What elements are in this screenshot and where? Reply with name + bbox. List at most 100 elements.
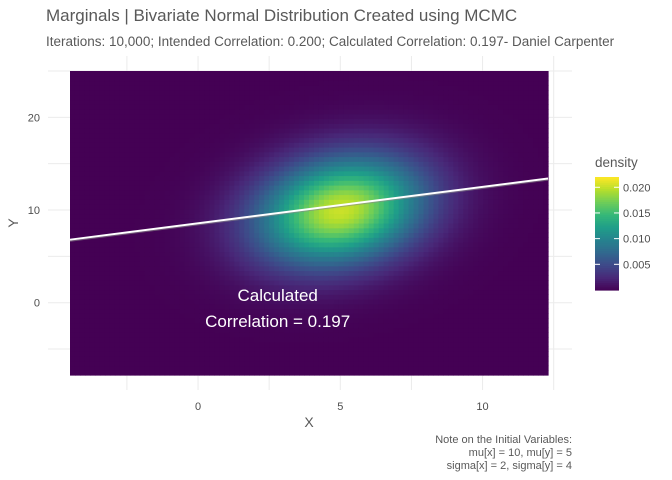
density-tile — [343, 275, 350, 281]
density-tile — [154, 365, 161, 371]
density-tile — [333, 370, 340, 376]
density-tile — [234, 71, 240, 77]
density-tile — [104, 99, 111, 105]
density-tile — [244, 94, 250, 101]
density-tile — [358, 318, 365, 324]
density-tile — [289, 180, 295, 186]
density-tile — [74, 256, 81, 262]
density-tile — [423, 275, 430, 281]
density-tile — [338, 346, 345, 352]
density-tile — [304, 104, 310, 110]
density-tile — [299, 232, 305, 238]
density-tile — [129, 199, 136, 205]
density-tile — [358, 289, 365, 295]
density-tile — [413, 270, 420, 276]
density-tile — [214, 180, 220, 186]
density-tile — [199, 99, 206, 105]
density-tile — [289, 237, 295, 243]
density-tile — [333, 341, 340, 348]
density-tile — [94, 275, 101, 281]
density-tile — [239, 189, 245, 196]
density-tile — [388, 189, 395, 196]
density-tile — [164, 284, 171, 291]
density-tile — [89, 313, 96, 319]
density-tile — [214, 166, 220, 172]
density-tile — [373, 175, 380, 181]
density-tile — [453, 299, 459, 305]
density-tile — [229, 94, 235, 101]
density-tile — [313, 99, 320, 105]
density-tile — [408, 213, 415, 219]
density-tile — [299, 360, 305, 367]
density-tile — [373, 194, 380, 200]
density-tile — [159, 170, 166, 177]
density-tile — [184, 332, 191, 338]
density-tile — [403, 327, 410, 333]
density-tile — [249, 80, 255, 86]
density-tile — [388, 99, 395, 105]
density-tile — [279, 204, 285, 210]
density-tile — [239, 185, 245, 191]
density-tile — [70, 284, 76, 291]
density-tile — [328, 194, 335, 200]
density-tile — [368, 151, 375, 158]
density-tile — [179, 346, 186, 352]
density-tile — [284, 118, 290, 124]
density-tile — [169, 242, 176, 248]
density-tile — [159, 227, 166, 234]
density-tile — [109, 137, 116, 143]
density-tile — [343, 303, 350, 310]
density-tile — [169, 351, 176, 357]
density-tile — [363, 71, 370, 77]
density-tile — [423, 80, 430, 86]
density-tile — [149, 256, 156, 262]
density-tile — [89, 365, 96, 371]
density-tile — [383, 156, 390, 162]
density-tile — [363, 313, 370, 319]
density-tile — [214, 313, 220, 319]
density-tile — [328, 365, 335, 371]
density-tile — [109, 351, 116, 357]
density-tile — [254, 337, 260, 343]
density-tile — [448, 142, 454, 148]
density-tile — [239, 346, 245, 352]
density-tile — [428, 118, 435, 124]
density-tile — [453, 356, 459, 362]
density-tile — [114, 246, 121, 253]
density-tile — [388, 284, 395, 291]
density-tile — [239, 303, 245, 310]
density-tile — [448, 90, 454, 96]
density-tile — [94, 218, 101, 224]
density-tile — [189, 322, 196, 329]
density-tile — [259, 360, 265, 367]
density-tile — [299, 132, 305, 139]
density-tile — [204, 365, 211, 371]
density-tile — [448, 365, 454, 371]
density-tile — [139, 360, 146, 367]
density-tile — [204, 370, 211, 376]
density-tile — [109, 356, 116, 362]
density-tile — [353, 132, 360, 139]
density-tile — [129, 256, 136, 262]
density-tile — [104, 242, 111, 248]
density-tile — [99, 137, 106, 143]
density-tile — [299, 370, 305, 376]
density-tile — [294, 370, 300, 376]
density-tile — [438, 337, 445, 343]
density-tile — [234, 147, 240, 153]
density-tile — [358, 251, 365, 257]
density-tile — [169, 142, 176, 148]
density-tile — [159, 204, 166, 210]
density-tile — [119, 280, 126, 286]
density-tile — [249, 94, 255, 101]
density-tile — [74, 166, 81, 172]
density-tile — [348, 232, 355, 238]
density-tile — [234, 280, 240, 286]
density-tile — [109, 275, 116, 281]
density-tile — [274, 337, 280, 343]
density-tile — [274, 370, 280, 376]
density-tile — [129, 265, 136, 272]
density-tile — [199, 360, 206, 367]
density-tile — [294, 356, 300, 362]
density-tile — [373, 104, 380, 110]
